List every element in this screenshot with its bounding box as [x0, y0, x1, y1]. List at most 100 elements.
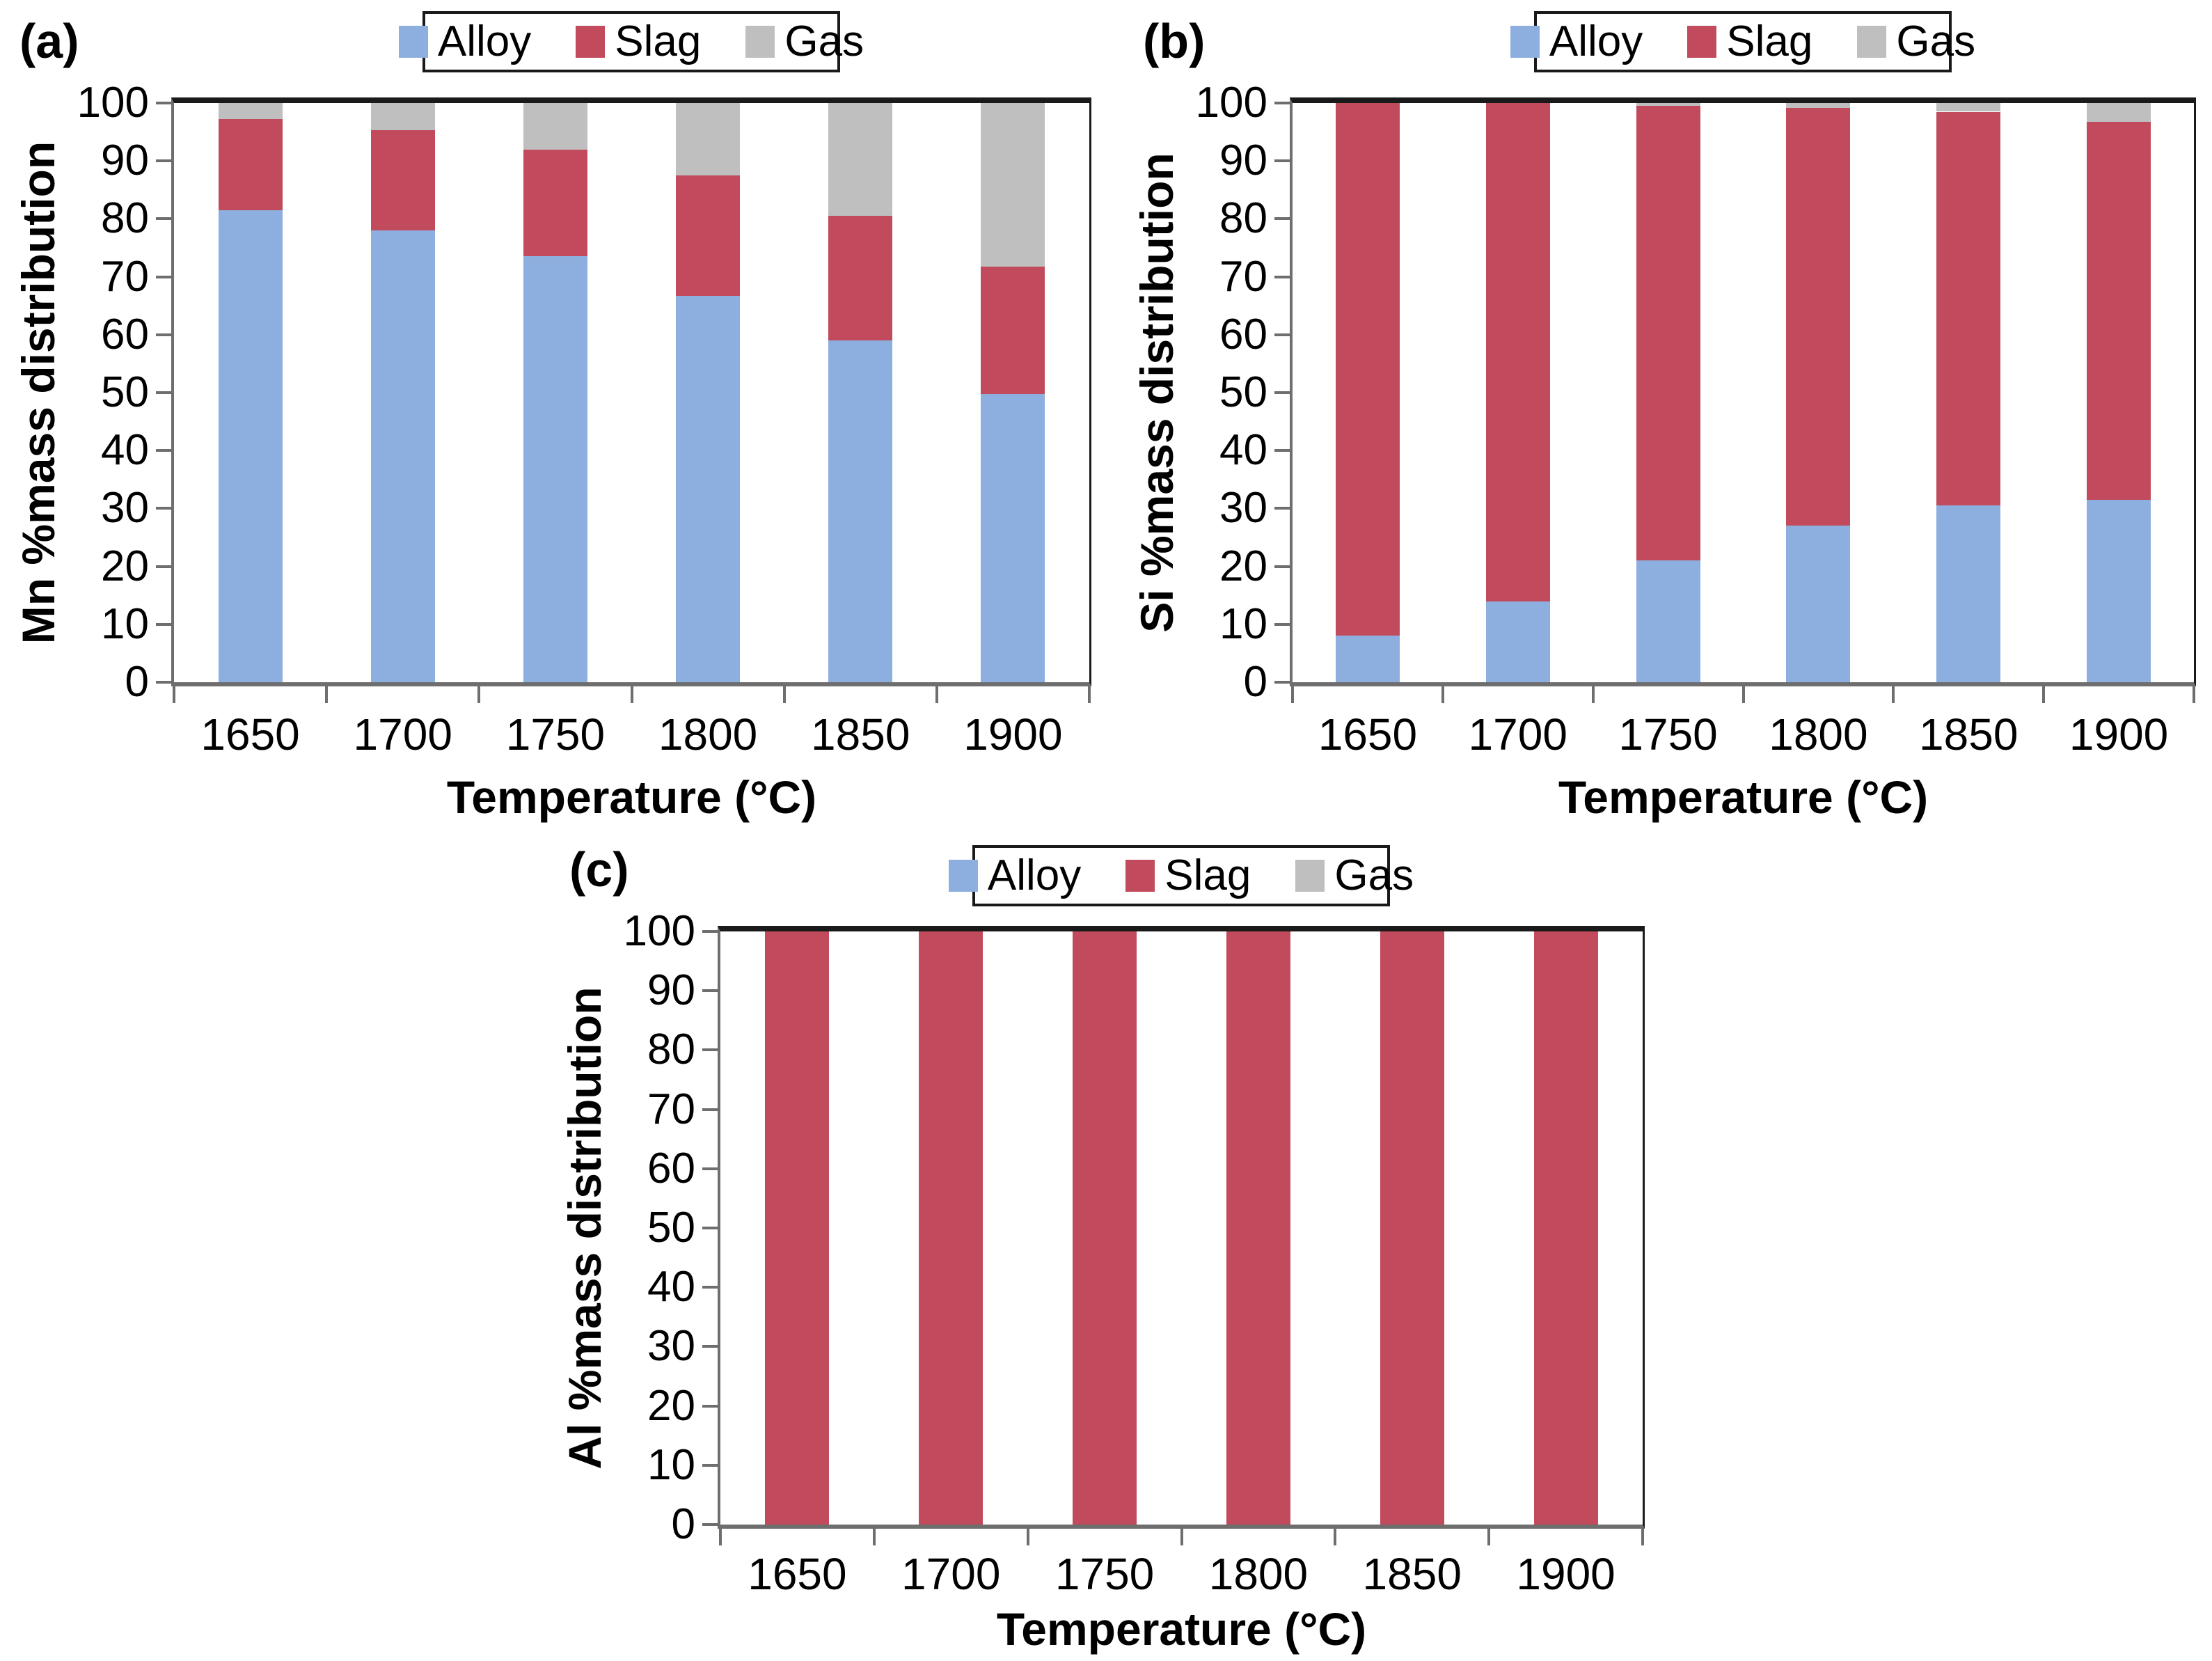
bar-segment-alloy-1650	[218, 210, 283, 682]
y-tick-mark-b-30	[1274, 507, 1290, 510]
y-tick-label-b-100: 100	[1195, 79, 1267, 127]
legend-label-alloy: Alloy	[987, 851, 1082, 899]
legend-swatch-slag	[1687, 26, 1717, 58]
x-tick-mark-b-5	[2042, 686, 2046, 703]
bar-segment-slag-1650	[218, 119, 283, 210]
y-tick-label-b-0: 0	[1243, 658, 1267, 706]
y-tick-label-a-40: 40	[101, 426, 149, 475]
bar-segment-slag-1700	[919, 931, 983, 1525]
bar-segment-alloy-1800	[676, 296, 741, 682]
y-tick-label-c-0: 0	[671, 1500, 695, 1548]
bar-segment-slag-1900	[981, 266, 1045, 394]
x-tick-label-a-1900: 1900	[963, 709, 1063, 759]
x-tick-mark-a-6	[1088, 686, 1091, 703]
legend-swatch-gas	[745, 26, 775, 58]
legend-label-slag: Slag	[1164, 851, 1251, 899]
bar-segment-alloy-1750	[1636, 560, 1700, 682]
y-tick-label-b-70: 70	[1219, 252, 1267, 301]
y-tick-mark-c-10	[702, 1463, 718, 1467]
bar-segment-alloy-1650	[1335, 636, 1400, 682]
panel-b-label: (b)	[1143, 14, 1206, 68]
x-tick-mark-b-4	[1892, 686, 1895, 703]
bar-segment-slag-1750	[1073, 931, 1137, 1525]
panel-a-legend: Alloy Slag Gas	[398, 11, 864, 72]
x-tick-label-a-1850: 1850	[811, 709, 910, 759]
y-tick-label-b-30: 30	[1219, 484, 1267, 533]
y-tick-mark-a-100	[156, 102, 171, 104]
bar-segment-alloy-1850	[828, 340, 893, 682]
bar-segment-gas-1850	[1936, 103, 2001, 112]
y-tick-label-b-10: 10	[1219, 599, 1267, 648]
bar-segment-alloy-1750	[523, 256, 587, 682]
y-tick-label-c-70: 70	[647, 1085, 695, 1133]
y-tick-mark-c-20	[702, 1404, 718, 1408]
bar-segment-slag-1850	[1380, 931, 1444, 1525]
y-tick-label-a-70: 70	[101, 252, 149, 301]
x-tick-label-c-1850: 1850	[1362, 1549, 1462, 1599]
y-tick-label-c-90: 90	[647, 966, 695, 1015]
y-tick-mark-b-90	[1274, 159, 1290, 163]
bar-segment-alloy-1700	[370, 230, 435, 682]
x-tick-mark-c-3	[1180, 1529, 1183, 1545]
legend-label-slag: Slag	[1726, 17, 1813, 65]
bar-segment-gas-1750	[1636, 103, 1700, 107]
y-tick-label-c-50: 50	[647, 1204, 695, 1252]
bar-segment-gas-1650	[218, 103, 283, 120]
legend-item-gas: Gas	[745, 20, 864, 63]
x-tick-label-a-1750: 1750	[505, 709, 606, 759]
y-tick-label-a-90: 90	[101, 136, 149, 185]
bar-segment-slag-1700	[1485, 103, 1550, 601]
y-tick-mark-b-0	[1274, 681, 1290, 684]
y-tick-label-a-10: 10	[101, 599, 149, 648]
x-tick-mark-c-4	[1334, 1529, 1337, 1545]
x-tick-label-c-1900: 1900	[1516, 1549, 1615, 1599]
bar-segment-slag-1750	[523, 149, 587, 257]
legend-swatch-gas	[1295, 860, 1325, 892]
legend-item-slag: Slag	[1125, 854, 1251, 897]
y-tick-mark-b-40	[1274, 449, 1290, 452]
y-tick-label-c-30: 30	[647, 1322, 695, 1371]
x-tick-mark-b-0	[1291, 686, 1294, 703]
y-tick-label-a-20: 20	[101, 542, 149, 590]
x-tick-label-a-1700: 1700	[353, 709, 452, 759]
y-tick-label-c-40: 40	[647, 1263, 695, 1312]
y-tick-mark-b-10	[1274, 622, 1290, 626]
panel-c-plot-area	[718, 926, 1645, 1529]
panel-b-plot-area	[1290, 97, 2196, 686]
y-tick-label-a-30: 30	[101, 484, 149, 533]
x-tick-label-c-1800: 1800	[1208, 1549, 1309, 1599]
y-tick-label-b-80: 80	[1219, 194, 1267, 243]
legend-label-gas: Gas	[1334, 851, 1414, 899]
y-tick-mark-c-70	[702, 1108, 718, 1111]
panel-b-x-axis-title: Temperature (°C)	[1558, 771, 1929, 823]
y-tick-label-c-80: 80	[647, 1025, 695, 1074]
y-tick-mark-a-0	[156, 681, 171, 684]
y-tick-mark-b-60	[1274, 333, 1290, 336]
legend-item-gas: Gas	[1857, 20, 1975, 63]
bar-segment-slag-1750	[1636, 106, 1700, 561]
y-tick-mark-a-10	[156, 622, 171, 626]
x-tick-mark-a-0	[173, 686, 175, 703]
x-tick-mark-b-2	[1591, 686, 1595, 703]
y-tick-mark-b-80	[1274, 217, 1290, 221]
y-tick-mark-b-50	[1274, 391, 1290, 394]
legend-label-slag: Slag	[615, 17, 702, 65]
y-tick-label-b-50: 50	[1219, 368, 1267, 416]
bar-segment-gas-1750	[523, 103, 587, 150]
x-tick-mark-c-0	[719, 1529, 722, 1545]
bar-segment-slag-1700	[370, 130, 435, 231]
x-tick-label-a-1650: 1650	[200, 709, 300, 759]
y-tick-label-a-50: 50	[101, 368, 149, 416]
y-tick-mark-a-20	[156, 565, 171, 568]
x-tick-mark-a-5	[935, 686, 938, 703]
bar-segment-gas-1800	[676, 103, 741, 175]
y-tick-mark-c-30	[702, 1345, 718, 1348]
bar-segment-alloy-1850	[1936, 505, 2001, 682]
y-tick-mark-b-70	[1274, 275, 1290, 278]
bar-segment-slag-1800	[1226, 931, 1290, 1525]
bar-segment-alloy-1900	[981, 393, 1045, 682]
bar-segment-alloy-1800	[1786, 526, 1851, 682]
x-tick-label-b-1850: 1850	[1919, 709, 2019, 759]
y-tick-mark-a-50	[156, 391, 171, 394]
